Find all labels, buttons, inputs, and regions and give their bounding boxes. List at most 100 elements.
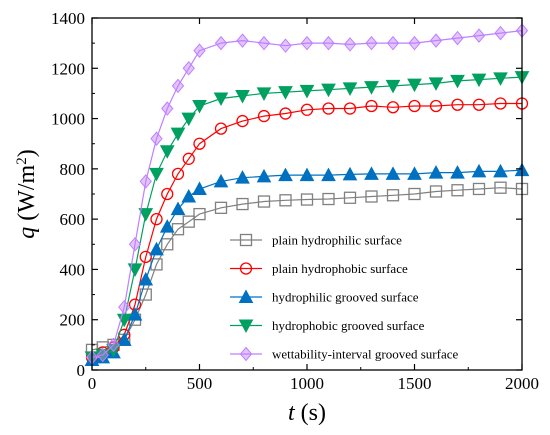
series-5-point — [279, 38, 292, 53]
series-5-point — [214, 35, 228, 51]
series-4-point — [192, 100, 207, 114]
series-1-point — [279, 194, 292, 207]
legend-label: wettability-interval grooved surface — [272, 347, 458, 362]
series-5-point — [408, 35, 421, 51]
series-2-point — [408, 99, 421, 113]
series-5-point — [343, 37, 357, 52]
series-1-point — [365, 190, 378, 203]
legend-marker — [238, 289, 254, 303]
series-4-point — [428, 77, 444, 91]
series-1-point — [257, 195, 271, 208]
series-4-point — [385, 79, 401, 94]
y-tick-label: 200 — [60, 311, 86, 330]
series-5-point — [451, 30, 464, 46]
series-2-point — [494, 97, 507, 110]
series-3-point — [321, 167, 336, 182]
series-3-point — [450, 165, 465, 179]
series-5-point — [150, 131, 163, 146]
series-5-point — [139, 174, 152, 189]
legend-item-2: plain hydrophobic surface — [230, 261, 408, 276]
series-1-point — [451, 184, 464, 197]
series-3-point — [385, 166, 401, 180]
series-5-point — [96, 347, 109, 363]
series-4-point — [256, 87, 272, 101]
series-5-point — [429, 33, 443, 48]
series-1-point — [429, 185, 443, 198]
y-tick-label: 0 — [77, 361, 86, 380]
series-2-point — [161, 187, 174, 201]
legend-marker — [238, 319, 254, 334]
legend-label: plain hydrophobic surface — [272, 261, 408, 276]
series-3-point — [138, 271, 154, 286]
y-tick-label: 1000 — [51, 110, 85, 129]
series-4-point — [213, 92, 229, 107]
series-1-point — [300, 193, 314, 206]
series-4-point — [149, 167, 164, 182]
series-3-point — [428, 165, 444, 179]
series-4-point — [471, 73, 487, 88]
series-2-point — [451, 98, 464, 111]
y-axis-title: q (W/m2) — [14, 149, 40, 238]
series-3-point — [278, 167, 293, 182]
series-3-point — [364, 166, 379, 180]
series-2-point — [279, 107, 292, 120]
series-4-point — [170, 127, 186, 142]
legend-marker — [239, 346, 253, 362]
x-tick-label: 1000 — [290, 374, 324, 393]
series-3-point — [192, 181, 207, 195]
series-2-point — [150, 212, 163, 226]
series-2-point — [171, 167, 185, 181]
legend-item-3: hydrophilic grooved surface — [230, 289, 419, 305]
y-tick-label: 800 — [60, 160, 86, 179]
y-tick-label: 1200 — [51, 59, 85, 78]
legend-marker — [239, 262, 253, 275]
x-axis-title: t (s) — [288, 400, 326, 426]
legend-label: plain hydrophilic surface — [272, 233, 402, 248]
series-4-point — [159, 145, 175, 159]
series-5-point — [236, 33, 249, 48]
series-4-point — [181, 112, 197, 127]
series-1-point — [193, 207, 206, 221]
series-1-point — [322, 192, 335, 206]
series-1-point — [182, 215, 195, 228]
series-2-point — [365, 99, 378, 113]
series-5-point — [128, 237, 142, 252]
series-2-point — [343, 102, 357, 115]
series-1 — [85, 181, 529, 357]
series-2-point — [429, 99, 443, 113]
series-3-point — [471, 163, 487, 178]
series-4-point — [407, 78, 422, 93]
legend-label: hydrophilic grooved surface — [272, 290, 419, 305]
x-tick-label: 1500 — [398, 374, 432, 393]
legend-item-5: wettability-interval grooved surface — [230, 347, 458, 362]
series-5 — [85, 23, 529, 365]
series-5-point — [118, 299, 131, 315]
series-3-point — [149, 241, 164, 256]
series-2-point — [214, 122, 228, 135]
series-5-point — [365, 35, 378, 51]
x-tick-label: 0 — [88, 374, 97, 393]
series-4-point — [450, 74, 465, 89]
series-5-point — [494, 25, 507, 41]
x-tick-label: 500 — [187, 374, 213, 393]
series-1-point — [161, 238, 174, 251]
series-4-point — [321, 83, 336, 98]
series-3-point — [213, 173, 229, 188]
legend-marker — [239, 233, 253, 247]
series-2-point — [193, 137, 206, 150]
series-1-point — [139, 288, 152, 301]
series-3-point — [170, 201, 186, 216]
series-1-point — [236, 197, 249, 211]
series-5-point — [182, 61, 195, 76]
series-2-point — [257, 109, 271, 123]
series-5-line — [91, 30, 523, 358]
series-5-point — [107, 337, 120, 353]
series-3-point — [299, 167, 315, 182]
series-5-point — [161, 101, 174, 116]
series-2-point — [182, 152, 195, 165]
series-3-point — [181, 188, 197, 203]
legend: plain hydrophilic surface plain hydrophob… — [230, 233, 458, 362]
series-2-point — [472, 98, 486, 111]
series-1-point — [343, 191, 357, 204]
series-2-point — [236, 114, 249, 128]
